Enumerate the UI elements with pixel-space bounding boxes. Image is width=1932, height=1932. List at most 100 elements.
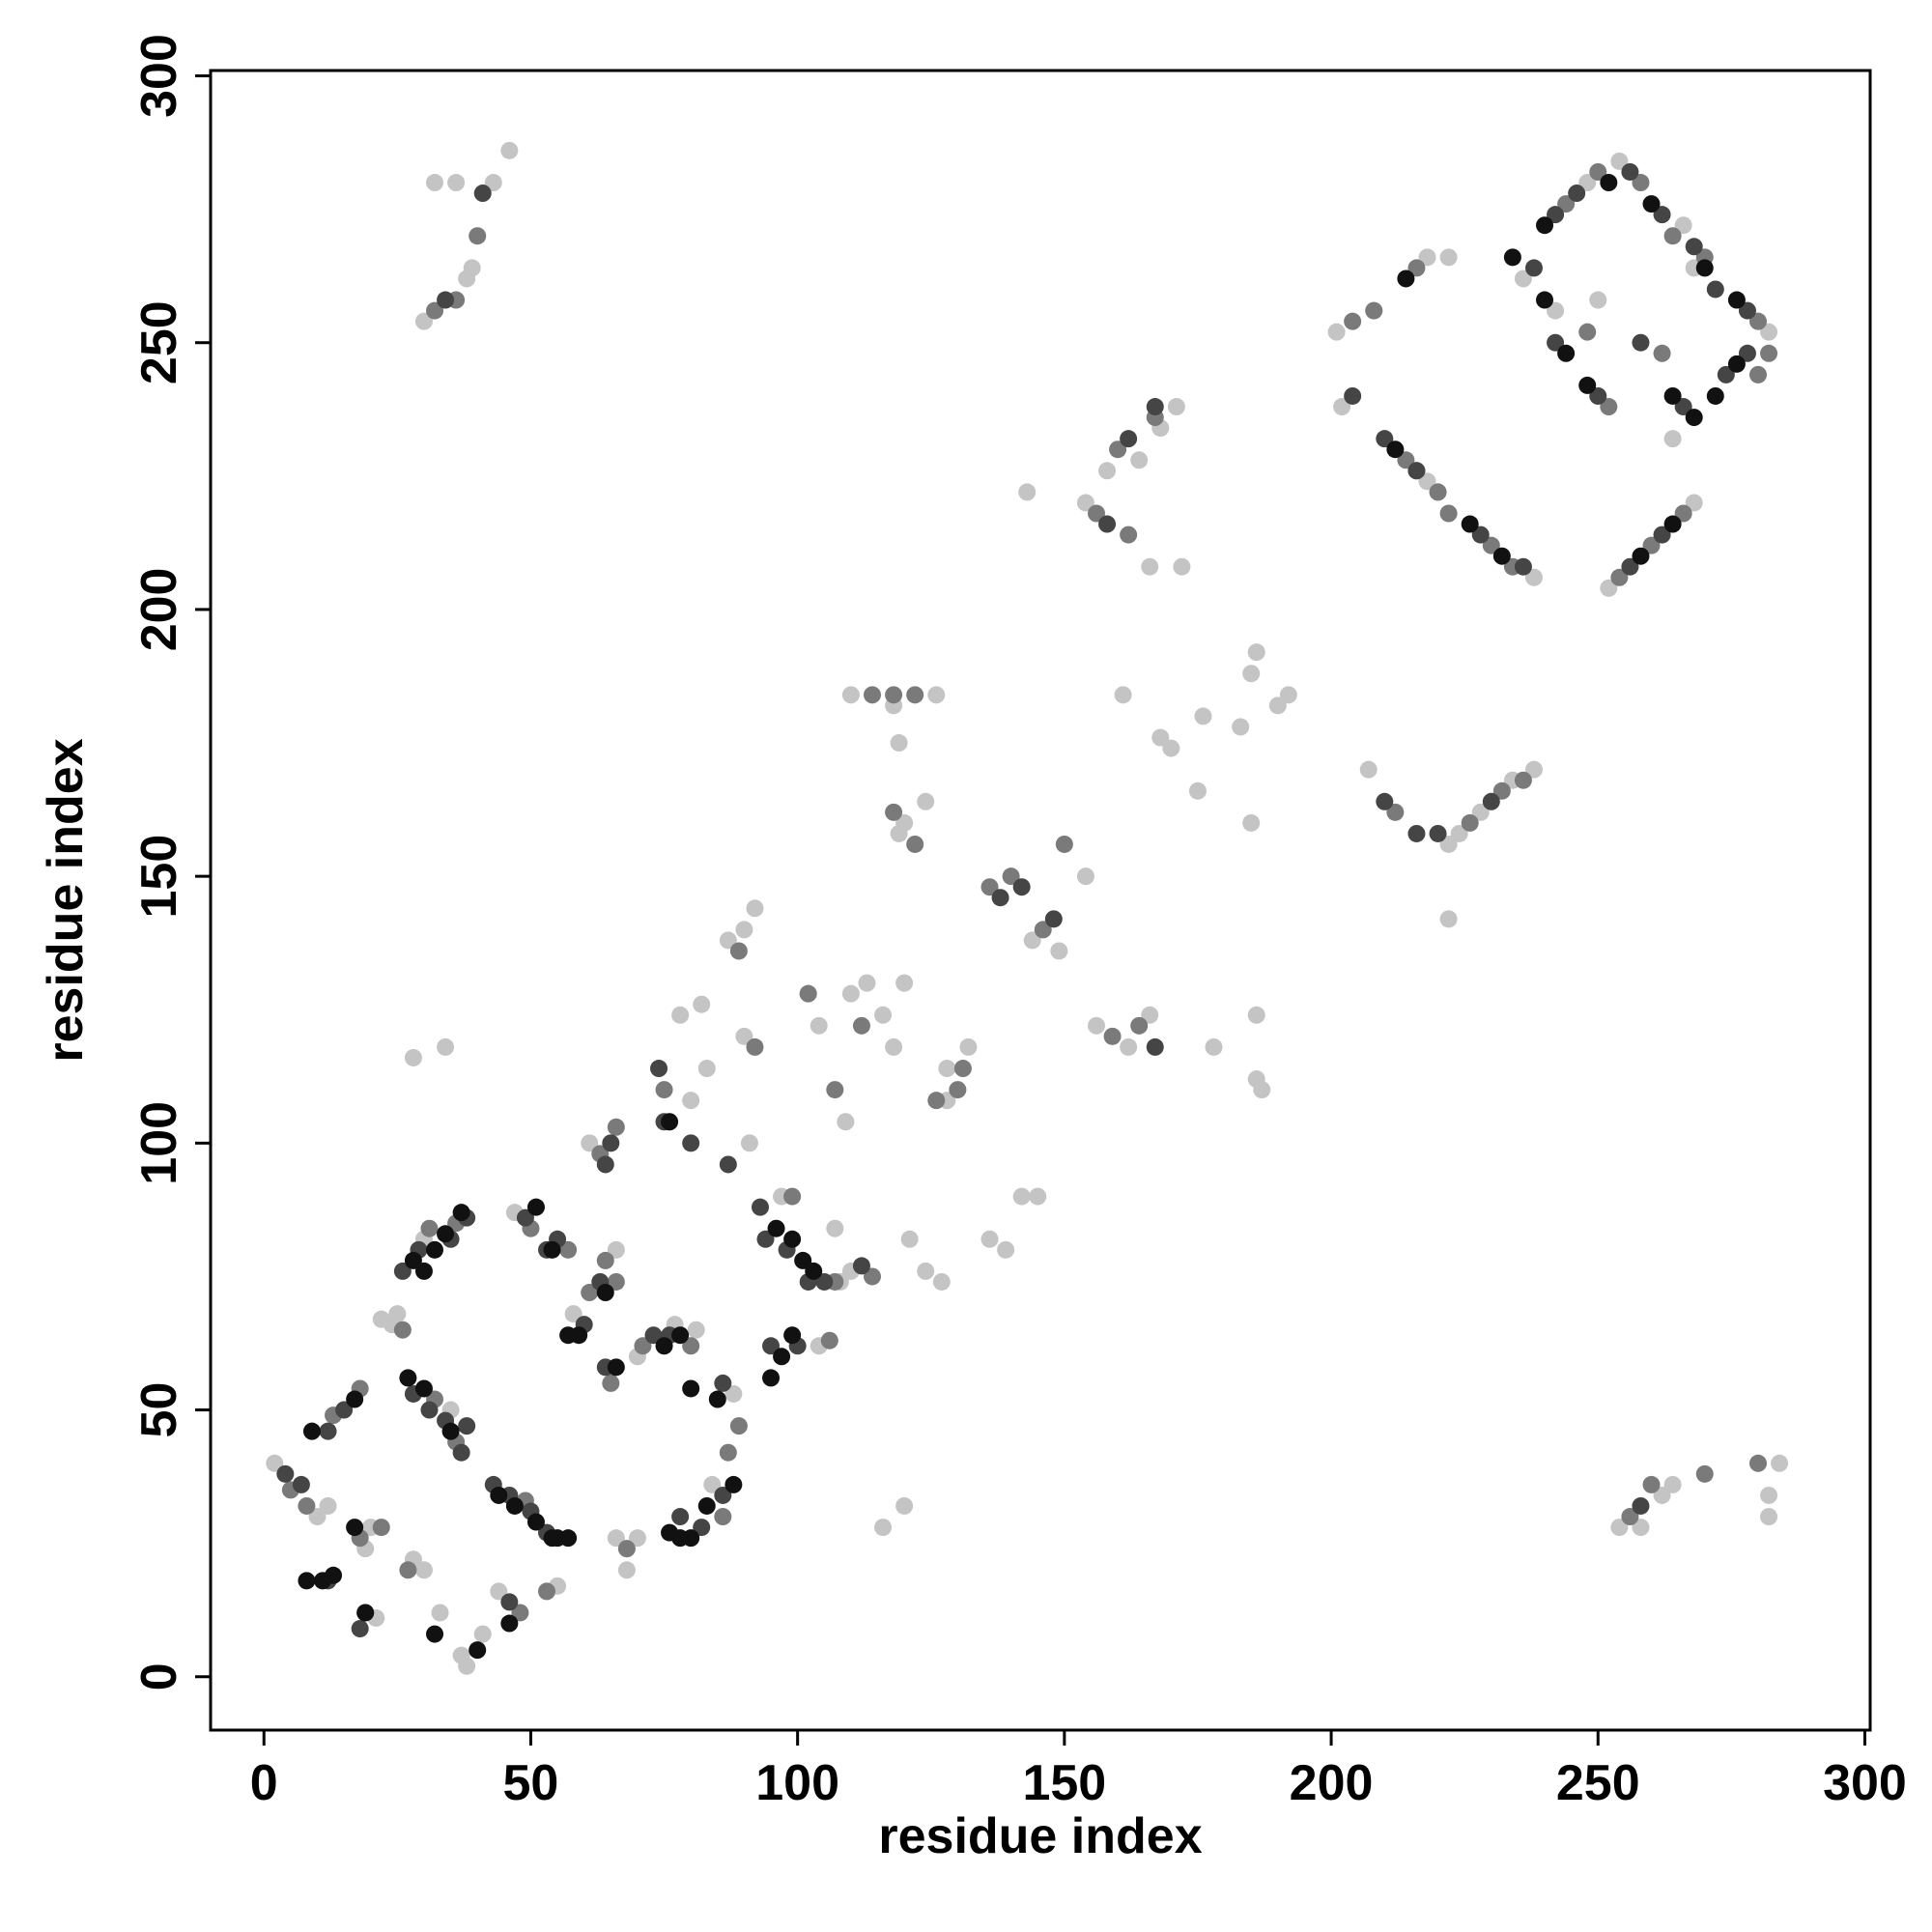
point [644, 1326, 663, 1345]
point [927, 686, 946, 704]
point [1547, 301, 1565, 320]
point [437, 291, 455, 309]
point [1418, 472, 1436, 491]
point [719, 1443, 737, 1462]
point [1429, 824, 1447, 842]
point [1450, 824, 1468, 842]
points [266, 141, 1789, 1675]
point [420, 1219, 439, 1237]
point [302, 1422, 321, 1440]
point [1674, 398, 1692, 416]
point [426, 301, 444, 320]
point [596, 1284, 614, 1302]
point [1173, 557, 1191, 576]
point [602, 1134, 620, 1152]
point [1663, 386, 1682, 405]
point [1076, 867, 1094, 886]
point [1632, 333, 1650, 352]
point [1247, 643, 1265, 662]
point [292, 1475, 310, 1493]
point [1120, 430, 1138, 448]
point [740, 1134, 758, 1152]
point [655, 1337, 673, 1355]
point [890, 734, 908, 753]
point [1760, 1486, 1778, 1504]
point [458, 1657, 476, 1675]
point [1018, 483, 1037, 501]
point [1514, 270, 1532, 288]
point [1524, 259, 1543, 277]
point [1232, 718, 1250, 736]
point [714, 1486, 732, 1504]
point [1120, 1037, 1138, 1056]
point [617, 1561, 636, 1579]
point [1632, 174, 1650, 192]
point [559, 1240, 578, 1259]
point [351, 1620, 369, 1638]
point [1002, 867, 1020, 886]
point [783, 1326, 802, 1345]
point [863, 1267, 881, 1286]
point [703, 1475, 722, 1493]
point [1748, 312, 1767, 330]
point [1076, 494, 1094, 512]
point [895, 1496, 914, 1515]
point [938, 1060, 956, 1078]
point [997, 1240, 1015, 1259]
x-axis-label: residue index [878, 1808, 1202, 1864]
point [1098, 462, 1117, 480]
point [1632, 547, 1650, 565]
point [762, 1337, 781, 1355]
point [1706, 386, 1724, 405]
x-tick-label: 250 [1556, 1755, 1640, 1811]
point [1760, 344, 1778, 362]
point [1146, 1037, 1164, 1056]
point [751, 1198, 769, 1216]
point [1600, 398, 1618, 416]
point [762, 1369, 781, 1387]
point [1439, 835, 1458, 853]
point [1578, 376, 1597, 394]
point [1365, 301, 1383, 320]
point [1439, 910, 1458, 928]
point [346, 1390, 364, 1408]
point [1103, 1027, 1122, 1045]
point [1653, 526, 1671, 544]
point [1023, 931, 1041, 950]
point [1536, 291, 1554, 309]
point [1418, 248, 1436, 267]
point [1663, 227, 1682, 245]
point [1503, 248, 1521, 267]
point [1685, 409, 1703, 427]
y-tick-label: 150 [131, 835, 187, 919]
point [526, 1198, 545, 1216]
point [1632, 1496, 1650, 1515]
point [607, 1240, 625, 1259]
point [885, 803, 903, 821]
point [1524, 568, 1543, 586]
point [393, 1262, 412, 1280]
point [1514, 771, 1532, 789]
point [1685, 494, 1703, 512]
point [1055, 835, 1073, 853]
point [1685, 238, 1703, 256]
point [852, 1257, 870, 1275]
point [596, 1251, 614, 1269]
point [917, 1262, 935, 1280]
point [1600, 174, 1618, 192]
y-tick-label: 0 [131, 1662, 187, 1690]
point [650, 1060, 668, 1078]
point [874, 1519, 893, 1537]
point [526, 1513, 545, 1531]
point [1557, 195, 1576, 213]
point [1471, 526, 1490, 544]
point [1188, 781, 1207, 800]
point [1253, 1081, 1271, 1099]
point [1514, 557, 1532, 576]
point [1674, 216, 1692, 235]
point [447, 174, 466, 192]
point [500, 141, 519, 159]
point [863, 686, 881, 704]
point [671, 1508, 690, 1526]
x-tick-label: 100 [755, 1755, 839, 1811]
